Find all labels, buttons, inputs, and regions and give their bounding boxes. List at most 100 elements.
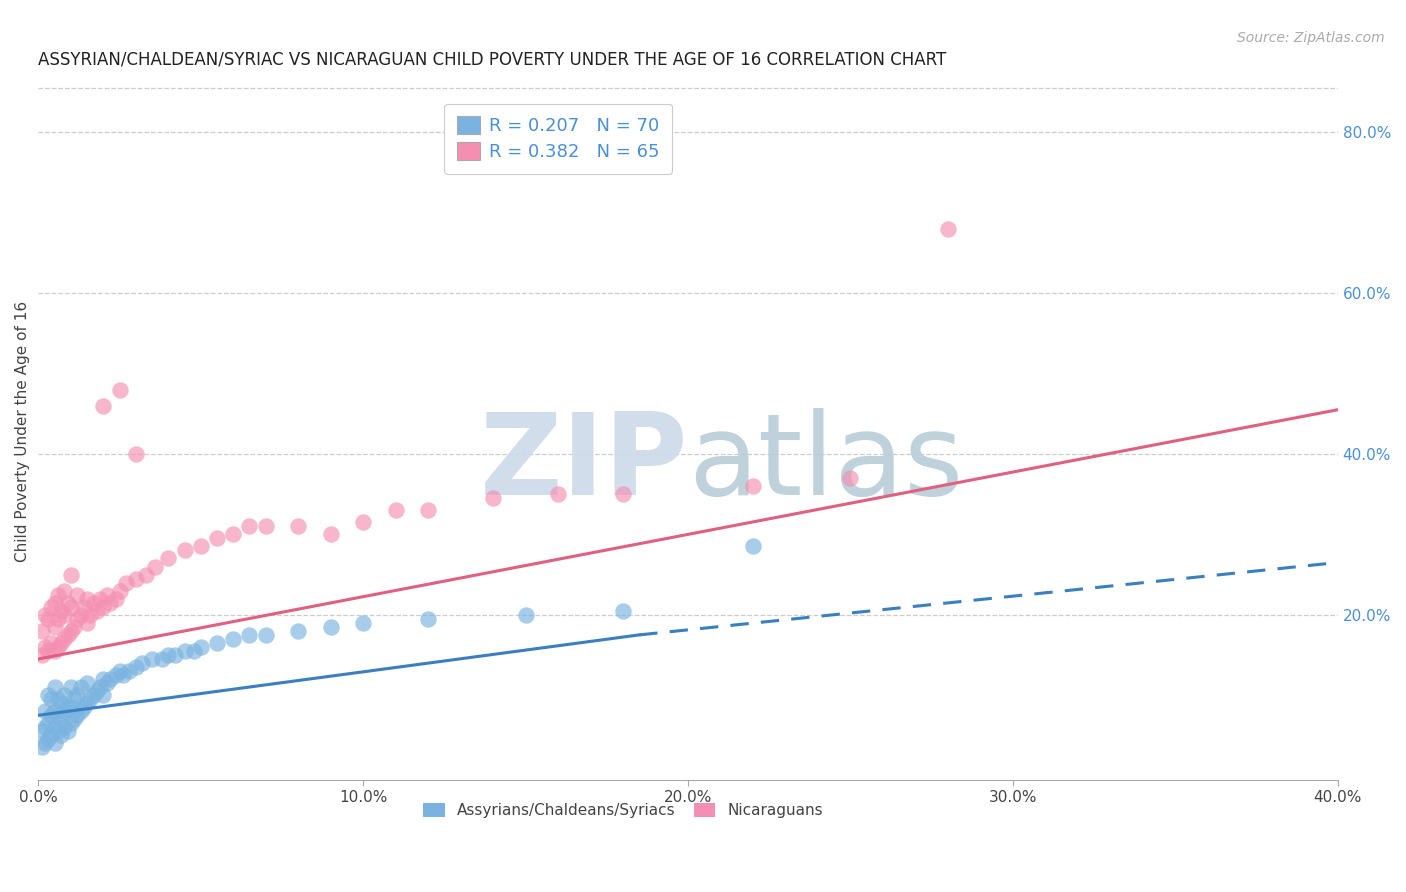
Point xyxy=(205,636,228,650)
Point xyxy=(141,652,163,666)
Text: ZIP: ZIP xyxy=(479,408,688,518)
Point xyxy=(83,688,105,702)
Point xyxy=(46,724,69,739)
Point xyxy=(34,640,56,654)
Point xyxy=(63,712,86,726)
Point xyxy=(46,612,69,626)
Point xyxy=(46,640,69,654)
Point xyxy=(56,700,79,714)
Point xyxy=(56,628,79,642)
Point xyxy=(73,599,96,614)
Point xyxy=(44,704,66,718)
Point xyxy=(49,712,72,726)
Point xyxy=(31,724,53,739)
Point xyxy=(59,624,82,638)
Point xyxy=(254,519,277,533)
Point xyxy=(44,680,66,694)
Point xyxy=(41,692,63,706)
Point xyxy=(49,728,72,742)
Point xyxy=(31,624,53,638)
Point xyxy=(53,632,76,646)
Point xyxy=(89,680,111,694)
Point xyxy=(131,656,153,670)
Point xyxy=(91,672,114,686)
Point xyxy=(69,680,91,694)
Point xyxy=(157,551,180,566)
Point xyxy=(44,596,66,610)
Point xyxy=(69,607,91,622)
Point xyxy=(41,636,63,650)
Point xyxy=(53,720,76,734)
Point xyxy=(222,632,245,646)
Point xyxy=(37,612,59,626)
Point xyxy=(63,692,86,706)
Point xyxy=(98,672,121,686)
Point xyxy=(482,491,505,506)
Point xyxy=(125,660,148,674)
Point xyxy=(41,728,63,742)
Legend: Assyrians/Chaldeans/Syriacs, Nicaraguans: Assyrians/Chaldeans/Syriacs, Nicaraguans xyxy=(418,797,830,824)
Point xyxy=(839,471,862,485)
Point xyxy=(183,644,205,658)
Point xyxy=(352,516,374,530)
Point xyxy=(416,503,439,517)
Point xyxy=(118,664,141,678)
Point xyxy=(612,487,634,501)
Point xyxy=(91,399,114,413)
Point xyxy=(37,716,59,731)
Point xyxy=(59,700,82,714)
Point xyxy=(76,676,98,690)
Point xyxy=(190,640,212,654)
Point xyxy=(31,648,53,662)
Point xyxy=(96,676,118,690)
Point xyxy=(352,615,374,630)
Point xyxy=(56,724,79,739)
Point xyxy=(56,596,79,610)
Point xyxy=(46,708,69,723)
Point xyxy=(59,680,82,694)
Point xyxy=(547,487,569,501)
Point xyxy=(108,383,131,397)
Point xyxy=(73,700,96,714)
Point xyxy=(41,599,63,614)
Point xyxy=(34,720,56,734)
Y-axis label: Child Poverty Under the Age of 16: Child Poverty Under the Age of 16 xyxy=(15,301,30,563)
Point xyxy=(34,607,56,622)
Point xyxy=(34,704,56,718)
Point xyxy=(319,527,342,541)
Point xyxy=(89,591,111,606)
Point xyxy=(125,572,148,586)
Point xyxy=(238,519,260,533)
Point xyxy=(53,583,76,598)
Point xyxy=(86,604,108,618)
Point xyxy=(287,519,309,533)
Point xyxy=(115,575,138,590)
Point xyxy=(143,559,166,574)
Point xyxy=(46,588,69,602)
Point xyxy=(205,532,228,546)
Point xyxy=(83,596,105,610)
Text: ASSYRIAN/CHALDEAN/SYRIAC VS NICARAGUAN CHILD POVERTY UNDER THE AGE OF 16 CORRELA: ASSYRIAN/CHALDEAN/SYRIAC VS NICARAGUAN C… xyxy=(38,51,946,69)
Point xyxy=(173,543,195,558)
Point xyxy=(173,644,195,658)
Point xyxy=(79,607,101,622)
Point xyxy=(66,708,89,723)
Point xyxy=(222,527,245,541)
Point xyxy=(49,636,72,650)
Point xyxy=(76,696,98,710)
Point xyxy=(416,612,439,626)
Point xyxy=(125,447,148,461)
Point xyxy=(46,692,69,706)
Point xyxy=(76,615,98,630)
Point xyxy=(53,688,76,702)
Point xyxy=(190,540,212,554)
Point xyxy=(37,732,59,747)
Point xyxy=(163,648,186,662)
Point xyxy=(105,591,128,606)
Point xyxy=(150,652,173,666)
Point xyxy=(742,479,765,493)
Point xyxy=(91,599,114,614)
Point xyxy=(79,692,101,706)
Point xyxy=(44,644,66,658)
Point xyxy=(44,720,66,734)
